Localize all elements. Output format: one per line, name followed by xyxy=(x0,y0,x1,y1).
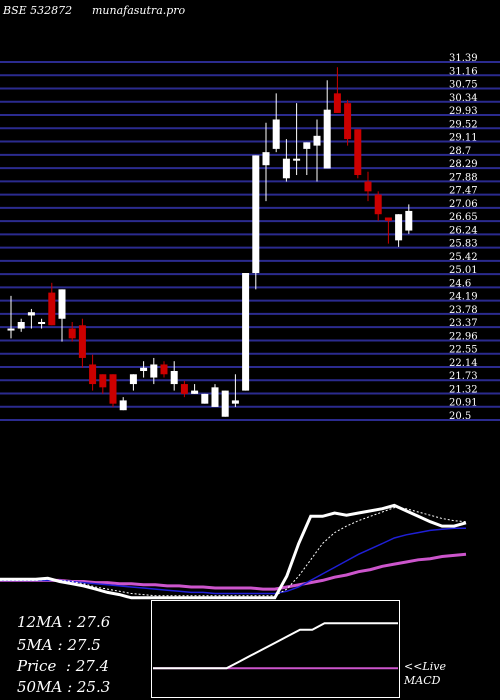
y-tick-label: 20.91 xyxy=(449,398,478,409)
y-tick-label: 24.19 xyxy=(449,292,478,303)
candle-body xyxy=(272,119,280,149)
y-tick-label: 31.39 xyxy=(449,53,478,64)
y-tick-label: 27.47 xyxy=(449,186,478,197)
candle-body xyxy=(303,142,311,149)
y-tick-label: 28.7 xyxy=(449,146,471,157)
candle-body xyxy=(7,328,15,331)
candle-body xyxy=(99,374,107,388)
candle-body xyxy=(140,367,148,372)
candle-body xyxy=(191,390,199,394)
candle-body xyxy=(252,155,260,274)
candle-body xyxy=(201,393,209,404)
y-tick-label: 25.83 xyxy=(449,239,478,250)
fast-ma-line xyxy=(0,503,467,600)
y-tick-label: 23.37 xyxy=(449,318,478,329)
macd-line xyxy=(153,622,398,670)
y-tick-label: 25.01 xyxy=(449,265,478,276)
medium-ma-line xyxy=(0,507,467,597)
stat-5ma: 5MA : 27.5 xyxy=(17,636,101,654)
candle-body xyxy=(313,135,321,146)
candle-body xyxy=(89,364,97,385)
candle-body xyxy=(405,210,413,231)
y-tick-label: 22.14 xyxy=(449,358,478,369)
candle-body xyxy=(211,387,219,407)
y-tick-label: 27.88 xyxy=(449,172,478,183)
y-tick-label: 22.55 xyxy=(449,345,478,356)
candle-body xyxy=(129,374,137,385)
candle-body xyxy=(262,152,270,166)
candle-body xyxy=(170,371,178,385)
candle-body xyxy=(384,217,392,221)
candle-body xyxy=(109,374,117,404)
macd-name-label: MACD xyxy=(404,674,441,687)
candle-body xyxy=(242,273,250,391)
candle-body xyxy=(68,328,76,339)
stat-price: Price : 27.4 xyxy=(17,657,110,675)
candle-body xyxy=(78,325,86,358)
candle-body xyxy=(27,312,35,316)
candle-body xyxy=(374,194,382,215)
candle-body xyxy=(395,214,403,241)
candle-body xyxy=(38,322,46,325)
y-tick-label: 31.16 xyxy=(449,66,478,77)
candle-body xyxy=(180,384,188,394)
candle-body xyxy=(17,322,25,329)
candle-body xyxy=(119,400,127,411)
y-tick-label: 27.06 xyxy=(449,199,478,210)
stock-code: BSE 532872 xyxy=(3,4,73,17)
stat-50ma: 50MA : 25.3 xyxy=(17,678,111,696)
y-tick-label: 29.11 xyxy=(449,133,478,144)
y-tick-label: 26.24 xyxy=(449,225,478,236)
macd-live-label: <<Live xyxy=(404,660,446,673)
candle-body xyxy=(354,129,362,176)
y-tick-label: 29.93 xyxy=(449,106,478,117)
macd-panel-frame xyxy=(151,600,400,698)
site-name: munafasutra.pro xyxy=(92,4,186,17)
candle-body xyxy=(282,158,290,179)
candle-body xyxy=(293,158,301,161)
y-tick-label: 30.34 xyxy=(449,93,478,104)
y-tick-label: 28.29 xyxy=(449,159,478,170)
candle-body xyxy=(58,289,66,319)
y-tick-label: 23.78 xyxy=(449,305,478,316)
y-tick-label: 24.6 xyxy=(449,278,471,289)
y-tick-label: 25.42 xyxy=(449,252,478,263)
candle-body xyxy=(344,103,352,140)
candle-body xyxy=(364,181,372,192)
y-tick-label: 20.5 xyxy=(449,411,471,422)
y-tick-label: 21.73 xyxy=(449,371,478,382)
candle-body xyxy=(333,93,341,113)
y-tick-label: 22.96 xyxy=(449,331,478,342)
y-tick-label: 26.65 xyxy=(449,212,478,223)
candle-body xyxy=(48,292,56,326)
candle-body xyxy=(323,109,331,169)
candle-body xyxy=(150,364,158,378)
stat-12ma: 12MA : 27.6 xyxy=(17,613,111,631)
y-tick-label: 21.32 xyxy=(449,384,478,395)
candle-body xyxy=(231,400,239,404)
candle-body xyxy=(221,390,229,417)
candle-body xyxy=(160,364,168,375)
y-tick-label: 30.75 xyxy=(449,80,478,91)
y-tick-label: 29.52 xyxy=(449,119,478,130)
slow-ma-line xyxy=(0,527,466,595)
